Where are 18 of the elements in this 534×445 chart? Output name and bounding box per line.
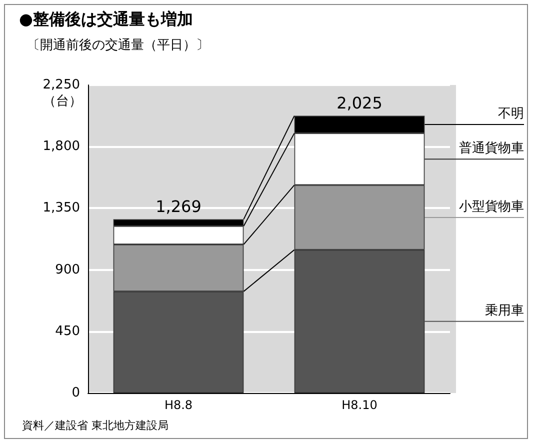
chart-title: ●整備後は交通量も増加 (19, 10, 193, 28)
y-tick-label: 900 (55, 262, 80, 278)
y-tick-label: 450 (55, 324, 80, 339)
text: 小型貨物車 (459, 199, 524, 214)
chart-subtitle: 〔開通前後の交通量（平日）〕 (27, 37, 209, 53)
x-tick-label: H8.8 (164, 398, 193, 412)
text: 不明 (498, 106, 524, 122)
y-tick-label: 1,800 (42, 139, 80, 154)
x-tick-label: H8.10 (342, 398, 378, 412)
y-tick-label: 2,250 (42, 78, 80, 92)
text: 普通貨物車 (459, 140, 524, 156)
text: 資料／建設省 東北地方建設局 (22, 419, 168, 432)
y-tick-label: 0 (72, 386, 80, 400)
text: 乗用車 (485, 303, 524, 318)
total-label: 1,269 (156, 196, 202, 216)
y-axis-title: （台） (43, 94, 82, 109)
y-tick-label: 1,350 (42, 200, 80, 216)
total-label: 2,025 (336, 93, 382, 112)
